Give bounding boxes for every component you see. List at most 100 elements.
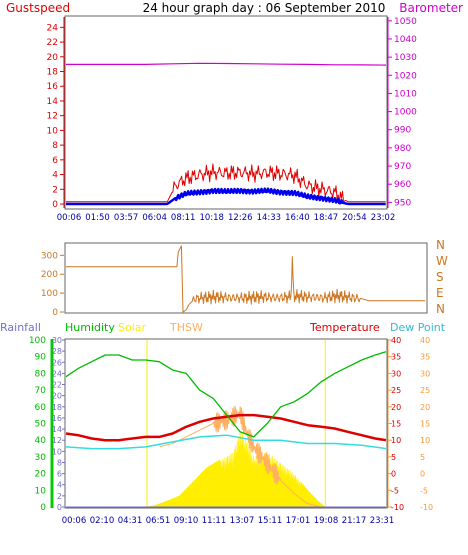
temp-tick-label-secondary: 35 (420, 353, 430, 362)
solar-label: Solar (118, 321, 147, 334)
baro-tick-label: 1000 (394, 108, 417, 118)
gust-tick-label: 14 (47, 97, 59, 107)
temp-tick-label-secondary: 20 (420, 403, 430, 412)
baro-tick-label: 960 (394, 180, 411, 190)
top-x-tick-label: 20:54 (342, 213, 367, 223)
top-x-tick-label: 00:06 (57, 213, 82, 223)
gust-tick-label: 2 (52, 185, 58, 195)
dewpoint-line (65, 434, 387, 450)
mid-plot-frame (64, 242, 428, 314)
temp-tick-label: -5 (391, 486, 399, 495)
humidity-tick-label: 60 (35, 403, 47, 413)
rain-tick-label: 26 (52, 358, 62, 367)
barometer-line (66, 62, 387, 66)
humidity-tick-label: 20 (35, 470, 47, 480)
bottom-x-tick-label: 00:06 (62, 516, 87, 526)
compass-letter: W (436, 254, 448, 268)
top-x-tick-label: 01:50 (85, 213, 110, 223)
bottom-x-tick-label: 02:10 (90, 516, 115, 526)
gust-tick-label: 22 (47, 38, 58, 48)
gustspeed-axis-title: Gustspeed (6, 1, 70, 15)
gust-tick-label: 12 (47, 112, 58, 122)
wind-baro-chart: Gustspeed 24 hour graph day : 06 Septemb… (6, 1, 463, 223)
bottom-x-tick-label: 13:07 (230, 516, 255, 526)
baro-tick-label: 950 (394, 198, 411, 208)
temp-tick-label: 20 (391, 403, 401, 412)
baro-tick-label: 1020 (394, 71, 417, 81)
compass-letter: S (436, 270, 444, 284)
humidity-label: Humidity (65, 321, 115, 334)
humidity-tick-label: 90 (35, 353, 47, 363)
gust-tick-label: 6 (52, 156, 58, 166)
temp-tick-label-secondary: 0 (420, 470, 425, 479)
bottom-x-tick-label: 11:11 (202, 516, 227, 526)
top-x-tick-label: 06:04 (142, 213, 167, 223)
rain-tick-label: 8 (57, 458, 62, 467)
direction-axis-ticks: 0 100 200 300 (41, 251, 64, 318)
top-x-tick-label: 18:47 (314, 213, 339, 223)
baro-tick-label: 970 (394, 162, 411, 172)
rain-tick-label: 18 (52, 403, 62, 412)
top-x-axis-ticks: 00:06 01:50 03:57 06:04 08:11 10:18 12:26 14:33… (57, 213, 396, 223)
humidity-axis-ticks: 0 10 20 30 40 50 60 70 80 90 100 (29, 336, 46, 513)
temp-tick-label: 40 (391, 336, 401, 345)
humidity-tick-label: 0 (40, 503, 46, 513)
rain-tick-label: 0 (57, 503, 62, 512)
barometer-axis-title: Barometer (399, 1, 463, 15)
temp-tick-label: 30 (391, 369, 401, 378)
humidity-tick-label: 30 (35, 453, 47, 463)
gust-tick-label: 18 (47, 68, 59, 78)
rain-tick-label: 14 (52, 425, 62, 434)
top-x-tick-label: 03:57 (114, 213, 139, 223)
thsw-line (159, 406, 321, 508)
temp-axis-ticks-secondary: -10 -5 0 5 10 15 20 25 30 35 40 (420, 336, 433, 512)
temp-tick-label-secondary: 40 (420, 336, 430, 345)
humidity-tick-label: 100 (29, 336, 46, 346)
bottom-plot-frame (64, 338, 388, 509)
temp-tick-label-secondary: -10 (420, 503, 433, 512)
gust-tick-label: 8 (52, 141, 58, 151)
temp-tick-label-secondary: 15 (420, 420, 430, 429)
humidity-tick-label: 10 (35, 486, 47, 496)
wind-direction-line (66, 245, 426, 313)
baro-tick-label: 990 (394, 126, 411, 136)
temp-tick-label-secondary: 30 (420, 369, 430, 378)
bottom-x-axis-ticks: 00:06 02:10 04:31 06:51 09:10 11:11 13:07 15:11… (62, 516, 395, 526)
temp-tick-label-secondary: 25 (420, 386, 430, 395)
windspeed-line (65, 187, 386, 206)
temp-tick-label: 25 (391, 386, 401, 395)
top-plot-frame (64, 15, 388, 210)
top-series-group (65, 62, 387, 206)
temp-tick-label: 35 (391, 353, 401, 362)
dewpoint-label: Dew Point (390, 321, 446, 334)
baro-axis-ticks: 950 960 970 980 990 1000 1010 1020 1030 1040 1050 (388, 17, 417, 208)
rain-tick-label: 22 (52, 381, 62, 390)
rainfall-label: Rainfall (0, 321, 41, 334)
bottom-x-tick-label: 15:11 (258, 516, 283, 526)
thsw-label: THSW (169, 321, 203, 334)
rain-tick-label: 20 (52, 392, 62, 401)
gust-tick-label: 20 (47, 53, 59, 63)
temp-humidity-chart: Rainfall Humidity Solar THSW Temperature… (0, 321, 446, 526)
temp-tick-label-secondary: -5 (420, 486, 428, 495)
humidity-tick-label: 70 (35, 386, 47, 396)
compass-letter: E (436, 286, 444, 300)
bottom-x-tick-label: 09:10 (174, 516, 199, 526)
bottom-series-group (65, 340, 387, 508)
top-x-tick-label: 14:33 (257, 213, 282, 223)
direction-tick-label: 200 (41, 270, 58, 280)
direction-tick-label: 0 (52, 308, 58, 318)
rain-tick-label: 2 (57, 492, 62, 501)
baro-tick-label: 1050 (394, 17, 417, 27)
bottom-x-tick-label: 19:08 (314, 516, 339, 526)
rain-tick-label: 12 (52, 436, 62, 445)
humidity-line (65, 351, 387, 438)
compass-letter: N (436, 302, 445, 316)
rain-tick-label: 16 (52, 414, 62, 423)
chart-title: 24 hour graph day : 06 September 2010 (143, 1, 386, 15)
bottom-x-tick-label: 17:01 (286, 516, 311, 526)
gust-tick-label: 24 (47, 23, 59, 33)
rain-tick-label: 24 (52, 369, 62, 378)
